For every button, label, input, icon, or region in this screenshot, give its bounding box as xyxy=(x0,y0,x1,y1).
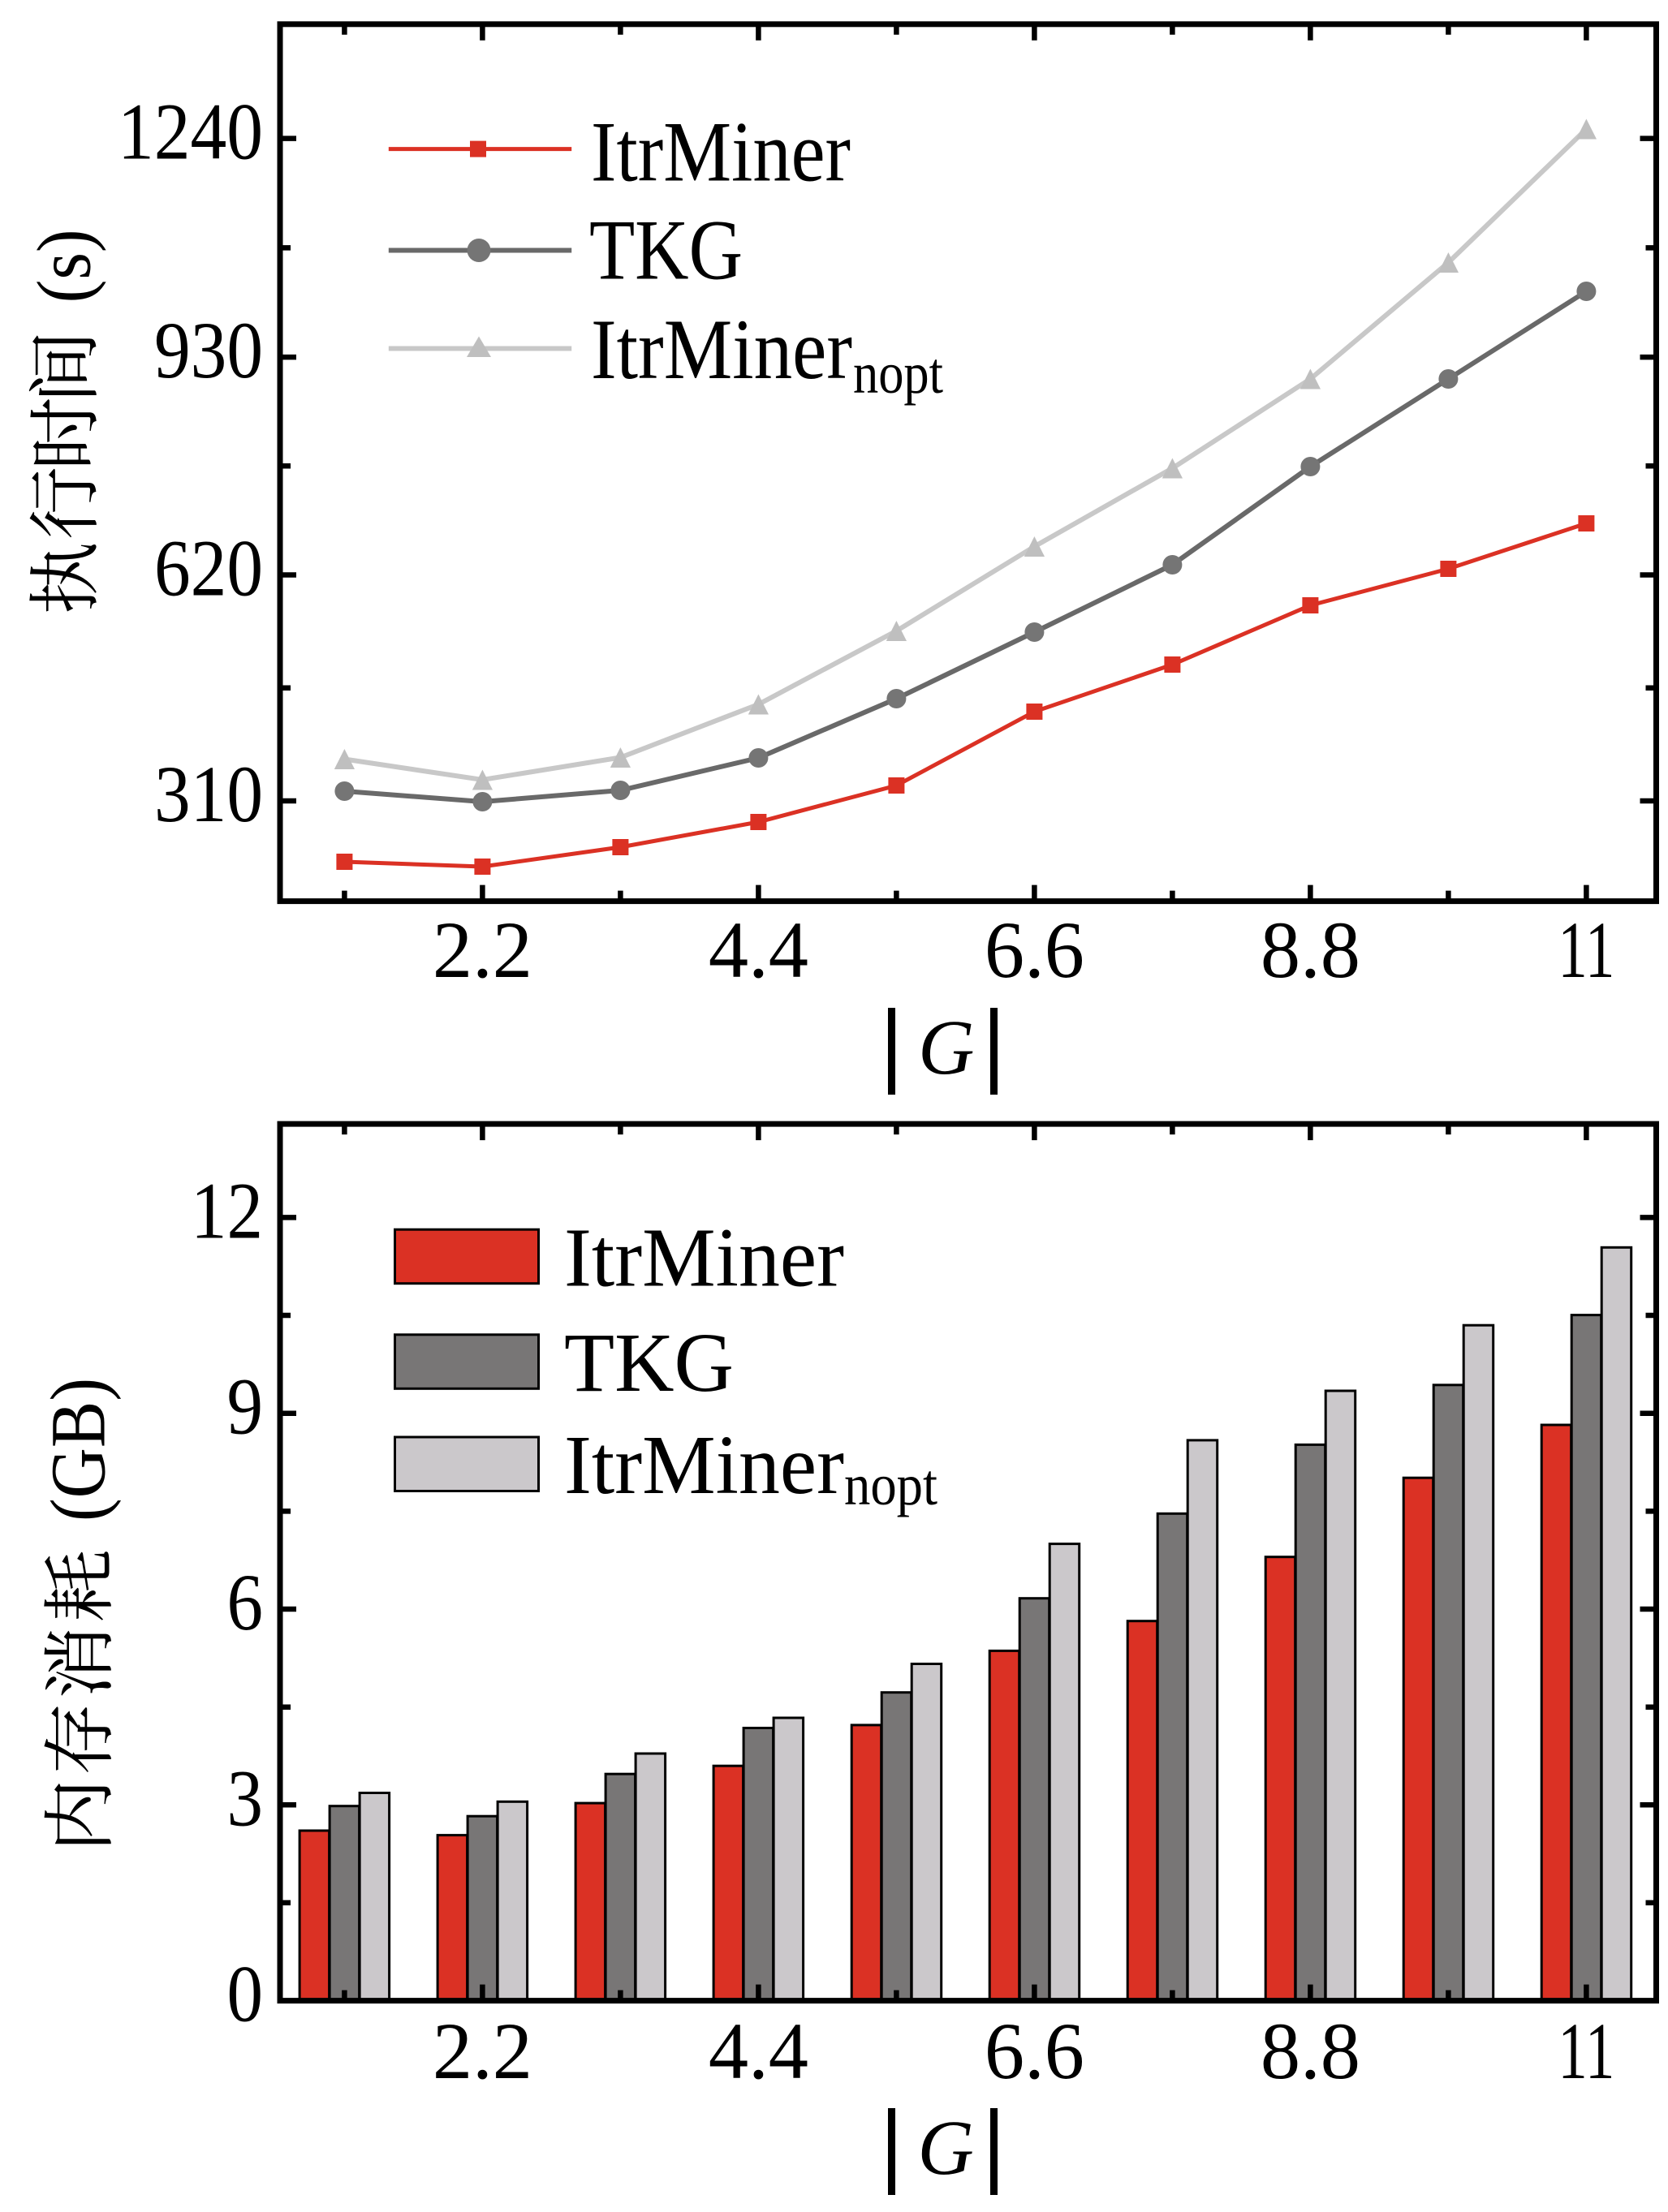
svg-text:6.6: 6.6 xyxy=(985,905,1084,995)
svg-text:(s): (s) xyxy=(23,229,107,303)
svg-text:1240: 1240 xyxy=(118,87,263,177)
svg-text:ItrMiner: ItrMiner xyxy=(591,302,852,397)
svg-text:310: 310 xyxy=(154,749,263,839)
svg-text:4.4: 4.4 xyxy=(709,905,808,995)
svg-text:930: 930 xyxy=(154,305,263,395)
svg-text:(GB): (GB) xyxy=(35,1378,122,1521)
svg-text:12: 12 xyxy=(191,1165,263,1255)
svg-text:ItrMiner: ItrMiner xyxy=(564,1418,844,1512)
svg-text:6: 6 xyxy=(227,1557,264,1647)
svg-text:nopt: nopt xyxy=(844,1452,937,1517)
svg-text:6.6: 6.6 xyxy=(985,2006,1084,2096)
svg-text:8.8: 8.8 xyxy=(1261,2006,1360,2096)
svg-text:0: 0 xyxy=(227,1949,264,2039)
svg-text:3: 3 xyxy=(227,1753,264,1843)
svg-text:ItrMiner: ItrMiner xyxy=(564,1211,844,1304)
svg-text:ItrMiner: ItrMiner xyxy=(591,104,851,199)
svg-text:G: G xyxy=(918,1004,974,1091)
svg-text:2.2: 2.2 xyxy=(433,905,532,995)
svg-text:nopt: nopt xyxy=(853,341,943,406)
svg-text:8.8: 8.8 xyxy=(1261,905,1360,995)
svg-text:4.4: 4.4 xyxy=(709,2006,808,2096)
svg-text:620: 620 xyxy=(154,523,263,613)
svg-text:TKG: TKG xyxy=(564,1316,734,1409)
svg-text:11: 11 xyxy=(1558,2006,1614,2096)
svg-text:2.2: 2.2 xyxy=(433,2006,532,2096)
svg-text:TKG: TKG xyxy=(589,203,743,298)
svg-text:G: G xyxy=(918,2104,974,2191)
svg-text:9: 9 xyxy=(227,1362,264,1452)
svg-text:11: 11 xyxy=(1558,905,1614,995)
